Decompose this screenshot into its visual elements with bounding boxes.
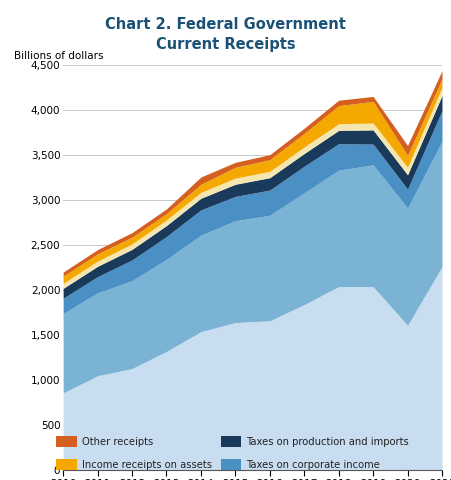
Text: Taxes on production and imports: Taxes on production and imports — [246, 437, 409, 446]
Text: Other receipts: Other receipts — [82, 437, 153, 446]
Text: Taxes on corporate income: Taxes on corporate income — [246, 460, 380, 469]
Text: Billions of dollars: Billions of dollars — [14, 51, 103, 61]
Text: Income receipts on assets: Income receipts on assets — [82, 460, 212, 469]
Text: Chart 2. Federal Government
Current Receipts: Chart 2. Federal Government Current Rece… — [105, 17, 346, 52]
